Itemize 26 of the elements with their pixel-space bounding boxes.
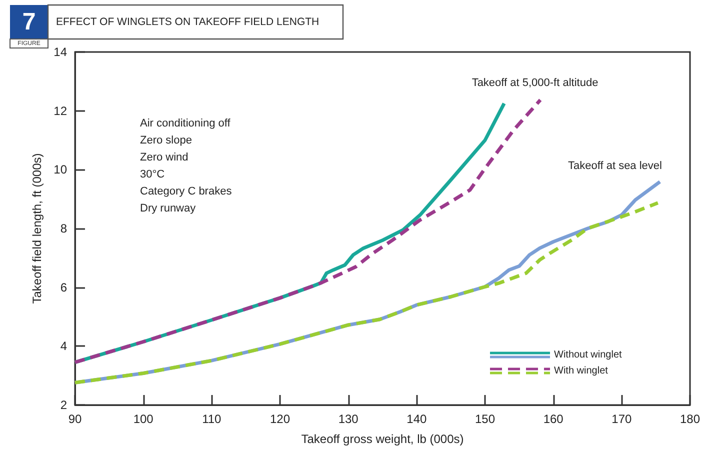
x-tick-label: 110: [202, 412, 222, 426]
y-tick-label: 12: [54, 104, 68, 118]
x-tick-label: 130: [338, 412, 359, 426]
x-tick-label: 120: [270, 412, 290, 426]
text: Without winglet: [554, 350, 622, 360]
x-tick-label: 160: [543, 412, 564, 426]
y-tick-label: 14: [54, 45, 68, 59]
annotation: Takeoff at sea level: [568, 160, 662, 172]
y-tick-label: 10: [54, 162, 68, 177]
x-tick-label: 180: [680, 412, 700, 426]
x-tick-label: 170: [612, 412, 632, 426]
x-tick-label: 100: [133, 412, 154, 426]
y-tick-label: 2: [60, 398, 68, 412]
y-tick-label: 6: [60, 280, 68, 294]
y-tick-label: 8: [60, 222, 68, 236]
x-tick-label: 140: [406, 412, 427, 426]
chart-title: EFFECT OF WINGLETS ON TAKEOFF FIELD LENGTH: [56, 16, 320, 28]
y-axis-title: Takeoff field length, ft (000s): [30, 153, 44, 304]
text: With winglet: [554, 366, 608, 376]
x-axis-title: Takeoff gross weight, lb (000s): [301, 432, 464, 446]
text: 7: [22, 8, 36, 36]
x-tick-label: 150: [474, 412, 496, 426]
annotation: Takeoff at 5,000-ft altitude: [472, 77, 598, 89]
y-tick-label: 4: [60, 339, 68, 354]
x-tick-label: 90: [68, 412, 82, 426]
annotation: Air conditioning off Zero slope Zero wind 30°C Category C brakes Dry runway: [140, 118, 232, 214]
